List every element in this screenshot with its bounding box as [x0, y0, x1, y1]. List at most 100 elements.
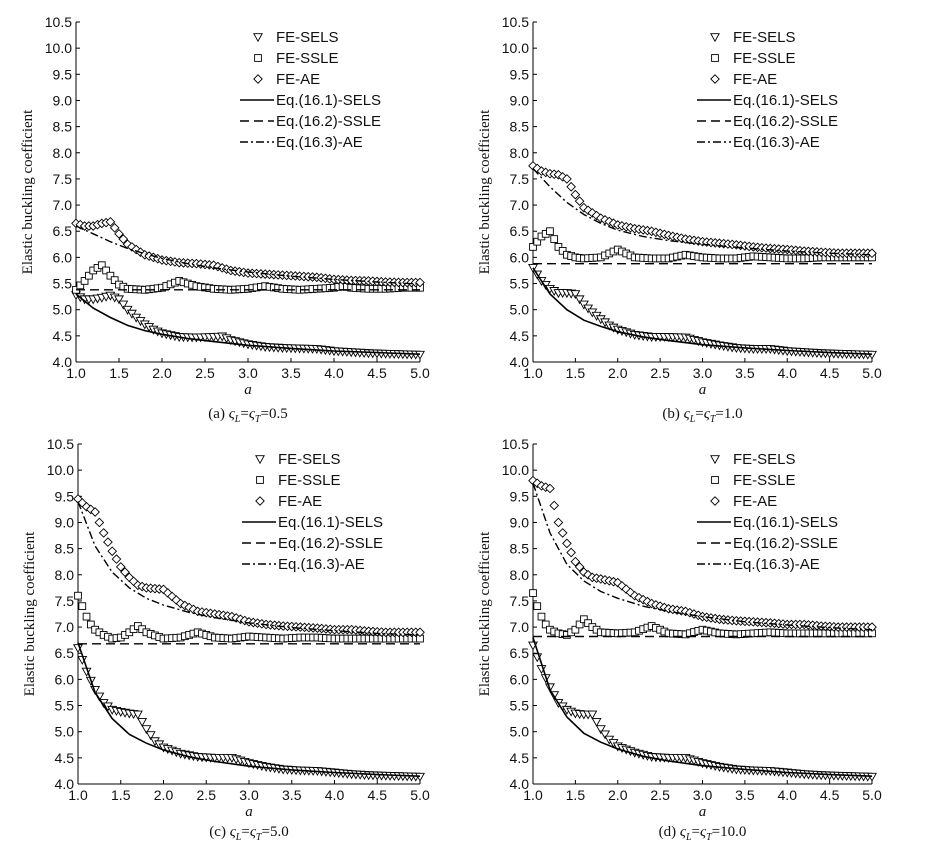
data-point	[415, 627, 425, 638]
legend-label: FE-SELS	[276, 29, 339, 46]
x-axis-label: a	[245, 804, 253, 820]
data-point	[571, 625, 580, 634]
data-point	[574, 562, 585, 572]
series-eq-16-1-sels	[532, 267, 873, 355]
y-tick-label: 6.5	[55, 645, 75, 661]
data-point	[570, 556, 581, 567]
x-tick-label: 4.0	[778, 365, 798, 381]
y-tick-label: 10.0	[45, 40, 72, 56]
data-point	[132, 710, 143, 720]
series-eq-16-3-ae	[532, 168, 873, 256]
data-point	[570, 290, 581, 300]
x-axis-label: a	[699, 804, 707, 820]
data-point	[90, 507, 100, 517]
legend-label: Eq.(16.2)-SSLE	[278, 535, 383, 552]
legend-label: Eq.(16.1)-SELS	[276, 92, 381, 109]
data-point	[587, 710, 598, 720]
data-point	[110, 276, 119, 284]
y-tick-label: 5.5	[55, 698, 75, 714]
y-tick-label: 4.0	[55, 776, 75, 792]
data-point	[711, 54, 719, 62]
data-point	[579, 202, 589, 213]
y-tick-label: 5.0	[510, 302, 530, 318]
chart-panel-3: 4.0 4.5 5.0 5.5 6.0 6.5 7.0 7.5 8.0 8.5 9.0 9.5 10.0…	[22, 436, 430, 843]
data-point	[867, 248, 877, 259]
series-fe-sels	[71, 291, 425, 360]
data-point	[94, 517, 105, 528]
y-tick-label: 10.5	[45, 14, 72, 30]
legend-label: Eq.(16.3)-AE	[733, 134, 820, 151]
data-point	[553, 517, 564, 528]
y-tick-label: 6.0	[53, 249, 73, 265]
data-point	[579, 567, 589, 577]
x-tick-label: 2.5	[197, 787, 217, 803]
data-point	[415, 772, 425, 782]
data-point	[114, 295, 124, 305]
x-tick-label: 3.5	[735, 787, 755, 803]
x-tick-label: 1.5	[566, 365, 586, 381]
data-point	[570, 189, 581, 200]
y-tick-label: 5.0	[510, 724, 530, 740]
data-point	[253, 33, 263, 43]
x-tick-label: 2.5	[650, 787, 670, 803]
data-point	[74, 591, 82, 600]
data-point	[118, 234, 129, 244]
data-point	[145, 731, 156, 741]
data-point	[82, 612, 91, 621]
x-tick-label: 2.0	[608, 365, 628, 381]
y-tick-label: 8.5	[55, 541, 75, 557]
x-tick-label: 4.5	[820, 787, 840, 803]
x-tick-label: 5.0	[410, 365, 430, 381]
y-tick-label: 4.5	[55, 750, 75, 766]
x-tick-label: 1.0	[523, 787, 543, 803]
y-tick-label: 7.0	[53, 197, 73, 213]
x-tick-label: 3.5	[281, 365, 301, 381]
series-line	[75, 225, 421, 285]
data-point	[256, 476, 264, 484]
x-tick-label: 1.0	[66, 365, 86, 381]
legend-label: FE-AE	[733, 71, 777, 88]
data-point	[415, 277, 425, 288]
data-point	[255, 455, 265, 465]
data-point	[533, 602, 542, 611]
y-tick-label: 6.5	[510, 223, 530, 239]
data-point	[711, 476, 719, 484]
data-point	[109, 222, 120, 233]
x-tick-label: 4.5	[820, 365, 840, 381]
y-tick-label: 4.5	[510, 328, 530, 344]
data-point	[115, 562, 126, 572]
data-point	[76, 281, 85, 290]
data-point	[557, 171, 568, 182]
y-tick-label: 5.0	[55, 724, 75, 740]
x-tick-label: 2.5	[195, 365, 215, 381]
y-tick-label: 4.5	[53, 328, 73, 344]
y-tick-label: 8.0	[510, 145, 530, 161]
y-tick-label: 5.0	[53, 302, 73, 318]
x-tick-label: 5.0	[410, 787, 430, 803]
y-axis-label: Elastic buckling coefficient	[477, 531, 493, 696]
x-tick-label: 3.5	[282, 787, 302, 803]
data-point	[253, 74, 263, 84]
x-tick-label: 3.0	[239, 787, 259, 803]
data-point	[120, 567, 130, 577]
y-axis-label: Elastic buckling coefficient	[20, 109, 36, 274]
x-tick-label: 2.5	[650, 365, 670, 381]
legend-label: Eq.(16.3)-AE	[278, 556, 365, 573]
y-tick-label: 10.0	[47, 462, 74, 478]
chart-panel-2: 4.0 4.5 5.0 5.5 6.0 6.5 7.0 7.5 8.0 8.5 9.0 9.5 10.0…	[477, 14, 882, 425]
x-tick-label: 4.0	[778, 787, 798, 803]
data-point	[114, 229, 124, 239]
series-fe-ae	[73, 494, 425, 638]
data-point	[554, 243, 563, 251]
y-tick-label: 5.5	[510, 698, 530, 714]
series-eq-16-1-sels	[77, 642, 421, 777]
x-tick-label: 3.5	[735, 365, 755, 381]
data-point	[141, 725, 152, 735]
series-fe-ssle	[72, 261, 424, 294]
data-point	[710, 33, 720, 43]
data-point	[595, 725, 606, 735]
data-point	[580, 615, 588, 624]
series-line	[77, 642, 421, 777]
legend-label: FE-SELS	[733, 29, 796, 46]
y-tick-label: 4.5	[510, 750, 530, 766]
